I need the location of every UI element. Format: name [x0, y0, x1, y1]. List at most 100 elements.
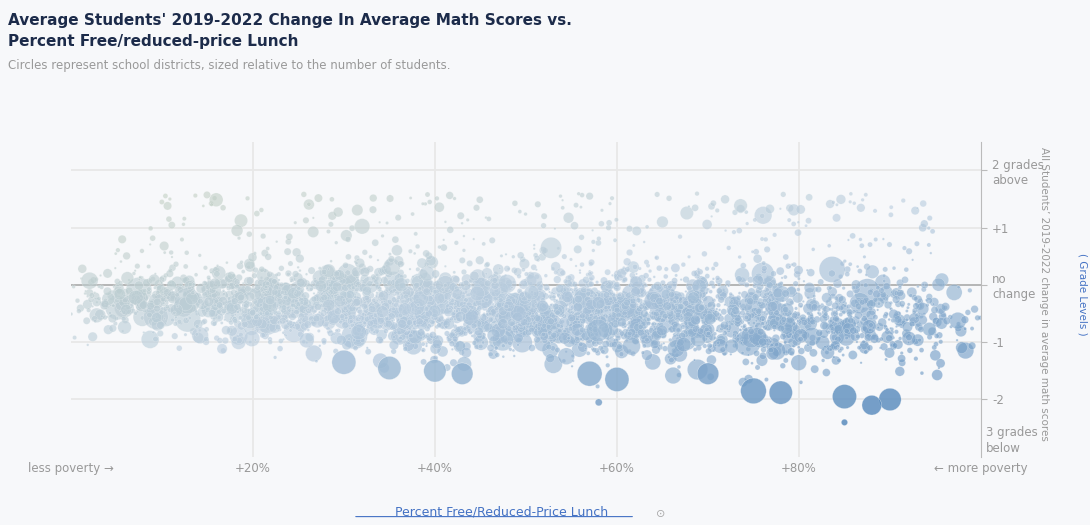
- Point: [786, 311, 803, 320]
- Point: [368, 281, 386, 290]
- Text: Percent Free/reduced-price Lunch: Percent Free/reduced-price Lunch: [8, 34, 299, 49]
- Point: [341, 310, 359, 319]
- Point: [463, 277, 481, 285]
- Point: [638, 271, 655, 280]
- Point: [266, 288, 283, 297]
- Point: [814, 356, 832, 365]
- Point: [365, 272, 383, 281]
- Point: [432, 296, 449, 304]
- Point: [403, 292, 421, 300]
- Point: [706, 339, 724, 348]
- Point: [616, 332, 633, 341]
- Point: [196, 264, 214, 272]
- Point: [299, 284, 316, 292]
- Point: [883, 305, 900, 313]
- Point: [351, 323, 368, 331]
- Point: [668, 292, 686, 301]
- Point: [197, 308, 215, 317]
- Point: [408, 303, 425, 312]
- Point: [256, 283, 274, 291]
- Point: [277, 330, 294, 339]
- Point: [910, 323, 928, 331]
- Point: [873, 292, 891, 301]
- Point: [495, 286, 512, 295]
- Point: [837, 331, 855, 340]
- Point: [613, 348, 630, 356]
- Point: [534, 253, 552, 261]
- Point: [262, 338, 279, 347]
- Point: [289, 289, 306, 297]
- Point: [365, 326, 383, 334]
- Point: [540, 343, 557, 351]
- Point: [434, 321, 451, 329]
- Point: [479, 269, 496, 278]
- Point: [203, 201, 220, 209]
- Point: [829, 302, 847, 311]
- Point: [926, 351, 944, 360]
- Point: [318, 321, 336, 330]
- Point: [417, 317, 435, 325]
- Point: [608, 300, 626, 308]
- Point: [266, 308, 283, 316]
- Point: [250, 279, 267, 288]
- Point: [92, 271, 109, 280]
- Point: [399, 307, 416, 315]
- Point: [752, 328, 770, 336]
- Point: [189, 310, 206, 318]
- Point: [356, 268, 374, 276]
- Point: [420, 290, 437, 299]
- Point: [388, 301, 405, 309]
- Point: [291, 283, 308, 291]
- Point: [343, 289, 361, 297]
- Point: [153, 285, 170, 293]
- Point: [906, 308, 923, 317]
- Point: [336, 284, 353, 292]
- Point: [626, 332, 643, 340]
- Point: [234, 293, 252, 302]
- Text: Circles represent school districts, sized relative to the number of students.: Circles represent school districts, size…: [8, 59, 450, 72]
- Point: [791, 335, 809, 343]
- Point: [216, 299, 233, 308]
- Point: [716, 321, 734, 330]
- Point: [615, 288, 632, 296]
- Point: [472, 293, 489, 302]
- Point: [181, 288, 198, 296]
- Point: [646, 295, 664, 303]
- Point: [572, 316, 590, 324]
- Point: [602, 321, 619, 329]
- Point: [316, 319, 334, 327]
- Point: [348, 268, 365, 276]
- Point: [623, 287, 641, 295]
- Point: [755, 329, 773, 338]
- Point: [492, 285, 509, 293]
- Point: [857, 191, 874, 199]
- Point: [824, 318, 841, 327]
- Point: [529, 322, 546, 330]
- Point: [638, 258, 655, 266]
- Point: [867, 235, 884, 244]
- Point: [365, 314, 383, 322]
- Point: [400, 311, 417, 319]
- Point: [389, 286, 407, 294]
- Point: [461, 308, 479, 317]
- Point: [467, 285, 484, 293]
- Point: [584, 238, 602, 246]
- Point: [580, 298, 597, 306]
- Point: [825, 353, 843, 361]
- Point: [598, 320, 616, 328]
- Point: [432, 321, 449, 329]
- Point: [216, 290, 233, 298]
- Point: [373, 290, 390, 299]
- Point: [613, 308, 630, 316]
- Point: [799, 341, 816, 349]
- Point: [181, 282, 198, 291]
- Point: [433, 314, 450, 323]
- Point: [392, 280, 410, 289]
- Point: [885, 333, 903, 342]
- Point: [578, 298, 595, 306]
- Point: [229, 307, 246, 315]
- Point: [953, 343, 970, 352]
- Point: [767, 317, 785, 325]
- Point: [143, 301, 160, 309]
- Point: [841, 290, 859, 298]
